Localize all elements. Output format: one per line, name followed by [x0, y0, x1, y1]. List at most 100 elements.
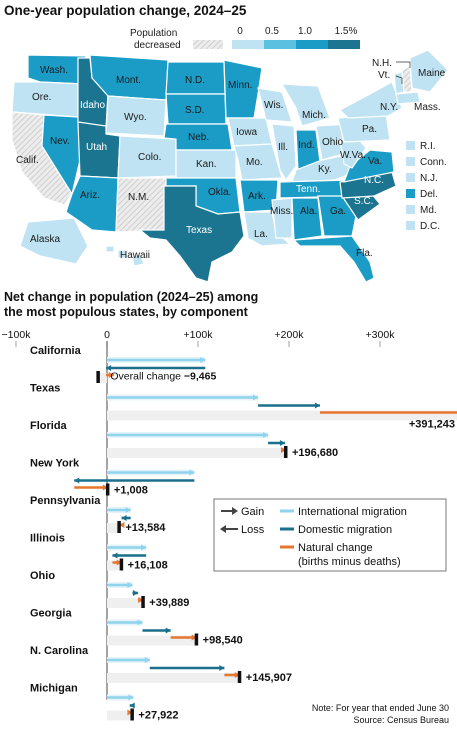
state-3-total-marker — [105, 483, 110, 496]
state-9-total-label: +27,922 — [138, 710, 178, 722]
legend-tick-1: 0.5 — [265, 26, 279, 37]
state-1-intl-arrow-head — [253, 394, 259, 401]
label-tenn: Tenn. — [296, 184, 320, 195]
state-7-intl-arrow-head — [137, 619, 143, 626]
label-ark: Ark. — [248, 191, 266, 202]
label-ore: Ore. — [32, 92, 51, 103]
state-hawaii-2 — [117, 249, 129, 259]
state-4-total-label: +13,584 — [125, 522, 166, 534]
state-4-domestic-arrow-head — [121, 515, 127, 521]
label-nm: N.M. — [128, 192, 149, 203]
legend-tick-0: 0 — [237, 26, 243, 37]
state-5-domestic-arrow-head — [112, 552, 118, 559]
state-1-name: Texas — [30, 383, 60, 395]
state-8-total-label: +145,907 — [246, 672, 292, 684]
key-conn-label: Conn. — [420, 157, 447, 168]
state-9-total-band — [107, 710, 133, 721]
label-ind: Ind. — [298, 140, 315, 151]
key-dc-swatch — [406, 221, 415, 230]
state-9-total-marker — [130, 708, 134, 721]
state-8-total-band — [107, 673, 240, 683]
label-utah: Utah — [86, 142, 107, 153]
label-sc: S.C. — [354, 196, 373, 207]
x-tick-label-1: 0 — [104, 329, 110, 341]
note-text: Note: For year that ended June 30 — [311, 703, 449, 713]
state-7-name: Georgia — [30, 608, 72, 620]
state-2-total-band — [107, 448, 286, 458]
state-7-total-marker — [194, 633, 199, 646]
legend-frame — [213, 498, 447, 572]
state-7-total-label: +98,540 — [203, 635, 243, 647]
state-5-total-band — [107, 560, 122, 571]
state-0-total-label: Overall change −9,465 — [110, 371, 216, 383]
state-2-name: Florida — [30, 420, 68, 432]
leader-line-vt — [395, 75, 403, 84]
state-fla — [292, 235, 375, 283]
label-la: La. — [254, 229, 268, 240]
label-nd: N.D. — [185, 75, 205, 86]
label-neb: Neb. — [188, 132, 209, 143]
state-1-total-label: +391,243 — [409, 419, 455, 431]
state-8-domestic-arrow-head — [219, 665, 225, 671]
legend-gain-label: Gain — [241, 506, 264, 518]
us-population-change-map: Population decreased 0 0.5 1.0 1.5% — [11, 26, 449, 283]
state-3-domestic-arrow-head — [74, 477, 80, 484]
label-ala: Ala. — [300, 206, 317, 217]
label-mich: Mich. — [302, 110, 326, 121]
state-miss — [271, 197, 293, 239]
state-texas — [138, 185, 245, 283]
state-va — [343, 149, 395, 183]
label-alaska: Alaska — [30, 234, 60, 245]
legend-natural-label: Natural change — [298, 542, 373, 554]
state-mich — [280, 83, 331, 127]
x-tick-label-4: +300k — [366, 329, 396, 341]
label-iowa: Iowa — [236, 127, 258, 138]
legend-bin-1 — [232, 40, 264, 49]
legend-tick-2: 1.0 — [298, 26, 312, 37]
small-state-key: R.I. Conn. N.J. Del. Md. D.C. — [406, 141, 447, 232]
label-mont: Mont. — [116, 75, 141, 86]
label-mass: Mass. — [414, 102, 441, 113]
state-6-domestic-arrow-head — [132, 590, 138, 596]
state-hawaii-3 — [131, 253, 145, 267]
state-ala — [291, 197, 323, 241]
chart-title-line-1: Net change in population (2024–25) among — [4, 290, 259, 304]
component-legend: Gain Loss International migration Domest… — [213, 498, 447, 572]
state-ny — [339, 81, 403, 119]
label-ny: N.Y. — [380, 102, 398, 113]
state-3-intl-arrow-head — [189, 469, 195, 476]
legend-tick-3: 1.5% — [335, 26, 358, 37]
legend-domestic-label: Domestic migration — [298, 524, 392, 536]
state-hawaii-1 — [105, 245, 115, 253]
legend-intl-label: International migration — [298, 506, 407, 518]
label-fla: Fla. — [356, 248, 373, 259]
key-ri-label: R.I. — [420, 141, 436, 152]
state-wis — [257, 87, 293, 123]
label-ohio: Ohio — [322, 137, 344, 148]
label-nh: N.H. — [372, 58, 392, 69]
label-hawaii: Hawaii — [120, 250, 150, 261]
state-nev — [41, 114, 81, 196]
state-mass — [395, 91, 421, 105]
state-5-total-marker — [119, 558, 124, 571]
key-del-label: Del. — [420, 189, 438, 200]
label-sd: S.D. — [185, 105, 204, 116]
label-wis: Wis. — [264, 100, 283, 111]
state-0-intl-arrow-head — [200, 357, 206, 363]
label-nc: N.C. — [364, 175, 384, 186]
state-6-natural-arrow-head — [138, 597, 144, 603]
legend-decreased-swatch — [193, 40, 223, 49]
gain-arrowhead-icon — [232, 507, 238, 515]
label-vt: Vt. — [378, 70, 390, 81]
key-nj-label: N.J. — [420, 173, 438, 184]
label-colo: Colo. — [138, 152, 161, 163]
label-okla: Okla. — [208, 187, 231, 198]
state-6-intl-arrow-head — [127, 582, 133, 588]
legend-decreased-label: Population — [130, 28, 177, 39]
state-maine — [409, 49, 449, 93]
state-6-total-band — [107, 598, 144, 608]
legend-decreased-label-2: decreased — [134, 40, 181, 51]
state-0-total-marker — [96, 371, 100, 383]
state-2-domestic-arrow-head — [279, 440, 285, 446]
state-2-intl-arrow-head — [263, 432, 269, 438]
